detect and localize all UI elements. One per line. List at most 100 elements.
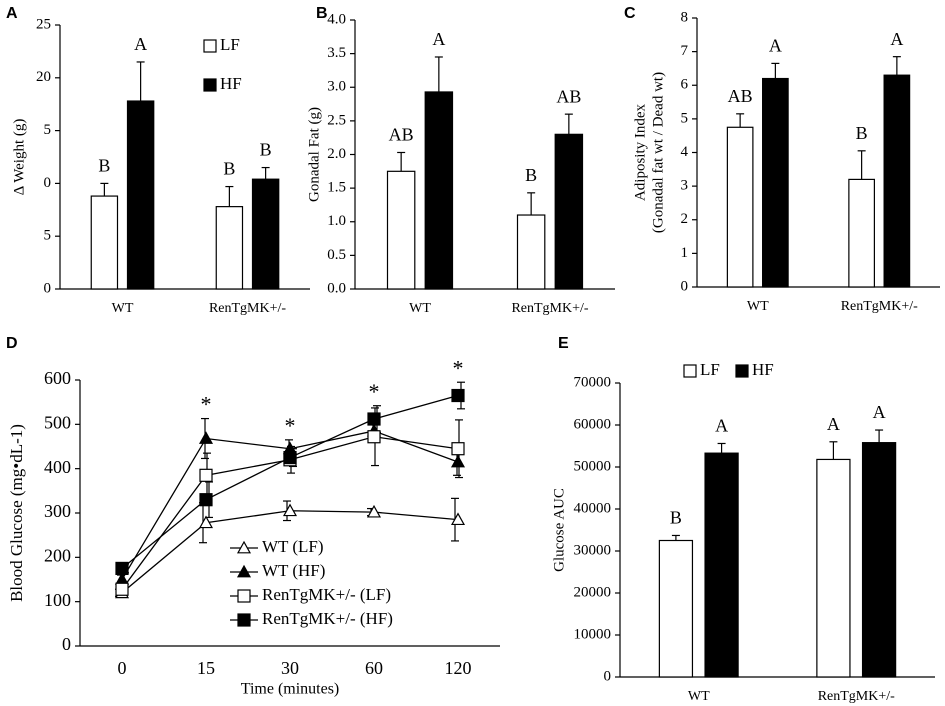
y-tick-label: 3 (681, 178, 689, 194)
x-tick-label: 15 (197, 658, 215, 678)
legend-label: WT (HF) (262, 561, 325, 580)
bar (386, 170, 416, 290)
y-tick-label: 3.0 (327, 79, 346, 95)
legend-label: RenTgMK+/- (LF) (262, 585, 391, 604)
y-tick-label: 200 (44, 545, 71, 565)
bar (883, 74, 911, 288)
marker (367, 430, 381, 444)
legend-swatch (735, 364, 749, 378)
group-letter: B (98, 156, 110, 176)
panel-label: D (6, 335, 18, 352)
y-axis-label: Δ Weight (g) (11, 119, 27, 196)
legend-label: LF (700, 360, 720, 379)
legend-label: LF (220, 35, 240, 54)
legend-swatch (203, 39, 217, 53)
panel-label: A (6, 5, 18, 22)
legend-label: HF (220, 74, 242, 93)
y-tick-label: 50000 (574, 458, 612, 474)
group-letter: B (525, 165, 537, 185)
group-letter: A (827, 414, 840, 434)
bar (861, 442, 897, 678)
y-tick-label: 5 (44, 122, 52, 138)
marker (199, 493, 213, 507)
y-tick-label: 5 (44, 228, 52, 244)
y-tick-label: 0 (62, 634, 71, 654)
significance: * (201, 392, 212, 417)
group-letter: B (223, 159, 235, 179)
group-letter: AB (728, 86, 753, 106)
marker (199, 468, 213, 482)
group-letter: A (432, 29, 445, 49)
y-tick-label: 10000 (574, 626, 612, 642)
y-tick-label: 30000 (574, 542, 612, 558)
legend-label: HF (752, 360, 774, 379)
y-tick-label: 0.5 (327, 247, 346, 263)
y-axis-label: Glucose AUC (551, 488, 567, 572)
bar (554, 133, 584, 290)
y-tick-label: 2.5 (327, 112, 346, 128)
y-tick-label: 20000 (574, 584, 612, 600)
y-tick-label: 40000 (574, 500, 612, 516)
x-tick-label: RenTgMK+/- (511, 301, 588, 316)
marker (451, 442, 465, 456)
significance: * (369, 379, 380, 404)
x-tick-label: 60 (365, 658, 383, 678)
y-tick-label: 25 (36, 16, 51, 32)
marker (198, 515, 214, 529)
group-letter: A (873, 402, 886, 422)
bar (126, 100, 155, 290)
marker (237, 613, 251, 627)
x-tick-label: RenTgMK+/- (841, 299, 918, 314)
group-letter: B (670, 508, 682, 528)
marker (115, 582, 129, 596)
x-tick-label: 30 (281, 658, 299, 678)
y-tick-label: 0.0 (327, 280, 346, 296)
y-tick-label: 0 (44, 280, 52, 296)
legend-swatch (203, 78, 217, 92)
y-tick-label: 0 (604, 668, 612, 684)
bar (762, 77, 789, 288)
group-letter: A (134, 34, 147, 54)
y-tick-label: 7 (681, 43, 689, 59)
y-tick-label: 70000 (574, 374, 612, 390)
y-tick-label: 600 (44, 368, 71, 388)
y-axis-label: Adiposity Index (632, 103, 648, 201)
marker (451, 388, 465, 403)
y-tick-label: 8 (681, 9, 689, 25)
y-tick-label: 400 (44, 457, 71, 477)
y-axis-label: Gonadal Fat (g) (306, 107, 322, 202)
y-axis-label: Blood Glucose (mg•dL-1) (7, 424, 26, 602)
y-tick-label: 1.5 (327, 180, 346, 196)
bar (251, 178, 280, 290)
y-tick-label: 2 (681, 211, 689, 227)
marker (282, 503, 298, 517)
marker (115, 561, 129, 576)
marker (450, 454, 466, 468)
marker (283, 450, 297, 465)
significance: * (453, 355, 464, 380)
y-tick-label: 100 (44, 590, 71, 610)
x-tick-label: WT (112, 301, 134, 316)
y-tick-label: 2.0 (327, 146, 346, 162)
legend-label: RenTgMK+/- (HF) (262, 609, 393, 628)
bar (704, 452, 739, 678)
x-axis-label: Time (minutes) (241, 681, 340, 698)
bar (726, 126, 754, 288)
marker (450, 512, 466, 526)
group-letter: A (769, 36, 782, 56)
y-tick-label: 500 (44, 412, 71, 432)
group-letter: AB (389, 125, 414, 145)
bar (816, 458, 851, 678)
bar (90, 195, 119, 290)
marker (366, 504, 382, 518)
y-tick-label: 4.0 (327, 11, 346, 27)
y-axis-label: (Gonadal fat wt / Dead wt) (650, 72, 666, 233)
bar (215, 206, 244, 290)
y-tick-label: 300 (44, 501, 71, 521)
x-tick-label: RenTgMK+/- (209, 301, 286, 316)
panel-label: E (558, 335, 569, 352)
legend-label: WT (LF) (262, 537, 324, 556)
marker (236, 564, 252, 578)
panel-label: C (624, 5, 636, 22)
